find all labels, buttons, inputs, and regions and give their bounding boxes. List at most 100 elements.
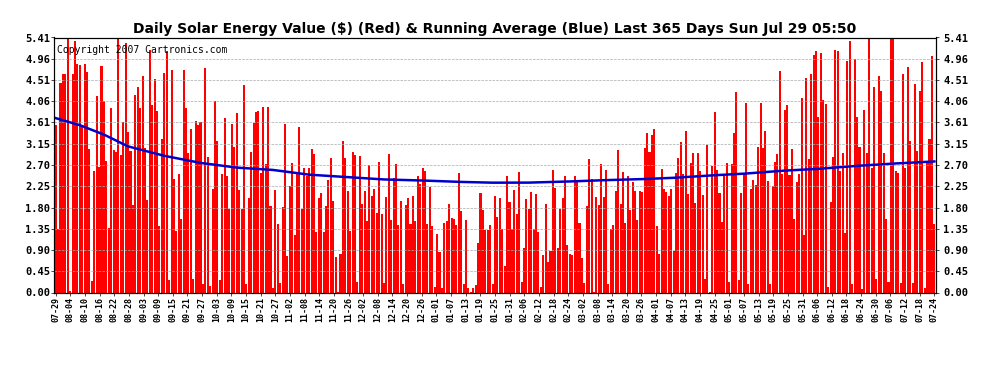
Bar (853, 59, 855, 292)
Bar (644, 148, 645, 292)
Bar (64, 74, 66, 292)
Bar (153, 79, 155, 292)
Bar (699, 171, 701, 292)
Bar (246, 284, 248, 292)
Bar (650, 135, 653, 292)
Bar (142, 76, 144, 292)
Bar (544, 204, 546, 292)
Bar (665, 192, 667, 292)
Bar (897, 173, 899, 292)
Bar (615, 191, 617, 292)
Bar (158, 226, 160, 292)
Bar (291, 163, 293, 292)
Bar (289, 186, 291, 292)
Bar (549, 251, 551, 292)
Bar (670, 189, 672, 292)
Bar (798, 174, 800, 292)
Bar (427, 224, 429, 292)
Bar (393, 178, 395, 292)
Bar (625, 224, 627, 292)
Bar (844, 232, 846, 292)
Bar (612, 225, 615, 292)
Bar (731, 164, 733, 292)
Bar (682, 174, 684, 292)
Bar (924, 288, 926, 292)
Bar (219, 280, 221, 292)
Bar (742, 173, 744, 292)
Bar (551, 170, 554, 292)
Bar (366, 220, 368, 292)
Bar (504, 266, 506, 292)
Bar (803, 234, 805, 292)
Bar (448, 204, 450, 292)
Bar (236, 113, 238, 292)
Bar (267, 107, 269, 292)
Bar (704, 279, 706, 292)
Bar (736, 92, 738, 292)
Bar (796, 182, 798, 292)
Bar (264, 164, 266, 292)
Bar (757, 147, 759, 292)
Bar (605, 170, 607, 292)
Bar (151, 105, 153, 292)
Bar (74, 41, 76, 292)
Bar (687, 194, 689, 292)
Bar (472, 288, 474, 292)
Bar (192, 279, 194, 292)
Bar (241, 209, 243, 292)
Bar (547, 262, 549, 292)
Bar (455, 225, 457, 292)
Bar (320, 193, 322, 292)
Bar (917, 151, 919, 292)
Bar (823, 100, 825, 292)
Bar (846, 62, 848, 292)
Bar (450, 218, 452, 292)
Bar (808, 159, 810, 292)
Bar (135, 95, 137, 292)
Bar (830, 202, 832, 292)
Bar (554, 188, 556, 292)
Bar (663, 189, 665, 292)
Bar (912, 283, 914, 292)
Bar (764, 131, 766, 292)
Bar (513, 189, 516, 292)
Bar (229, 209, 231, 292)
Bar (716, 170, 718, 292)
Bar (578, 223, 580, 292)
Bar (354, 154, 356, 292)
Bar (880, 91, 882, 292)
Bar (474, 285, 477, 292)
Bar (252, 123, 254, 292)
Bar (668, 196, 670, 292)
Bar (388, 154, 390, 292)
Bar (358, 156, 360, 292)
Bar (492, 284, 494, 292)
Bar (571, 255, 573, 292)
Bar (226, 176, 228, 292)
Bar (439, 252, 441, 292)
Bar (81, 125, 83, 292)
Bar (346, 190, 348, 292)
Bar (895, 171, 897, 292)
Bar (410, 224, 412, 292)
Bar (496, 217, 498, 292)
Bar (279, 282, 281, 292)
Bar (865, 153, 868, 292)
Bar (479, 193, 481, 292)
Bar (284, 124, 286, 292)
Bar (175, 231, 177, 292)
Bar (620, 204, 622, 292)
Bar (786, 105, 788, 292)
Bar (197, 124, 199, 292)
Bar (747, 284, 749, 292)
Bar (76, 64, 78, 292)
Bar (238, 190, 241, 292)
Bar (630, 210, 632, 292)
Bar (774, 162, 776, 292)
Bar (296, 172, 298, 292)
Bar (69, 291, 71, 292)
Bar (762, 148, 764, 292)
Bar (885, 219, 887, 292)
Bar (934, 224, 936, 292)
Bar (57, 230, 59, 292)
